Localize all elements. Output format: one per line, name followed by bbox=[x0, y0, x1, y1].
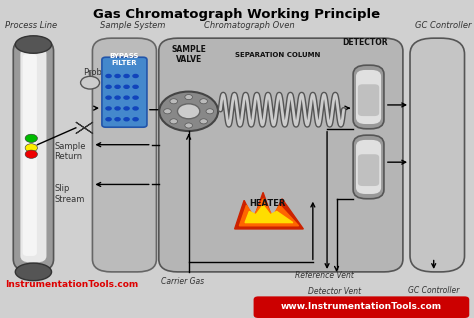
FancyBboxPatch shape bbox=[159, 38, 403, 272]
Circle shape bbox=[200, 99, 208, 104]
Circle shape bbox=[105, 74, 112, 78]
Text: Sample System: Sample System bbox=[100, 21, 165, 30]
Circle shape bbox=[123, 117, 130, 121]
Text: DETECTOR: DETECTOR bbox=[342, 38, 388, 47]
Circle shape bbox=[200, 119, 208, 124]
Circle shape bbox=[206, 109, 214, 114]
FancyBboxPatch shape bbox=[13, 38, 54, 272]
FancyBboxPatch shape bbox=[102, 57, 147, 127]
Circle shape bbox=[177, 104, 200, 119]
FancyBboxPatch shape bbox=[356, 70, 381, 124]
Text: Gas Chromatograph Working Principle: Gas Chromatograph Working Principle bbox=[93, 8, 381, 21]
Circle shape bbox=[25, 134, 37, 142]
FancyBboxPatch shape bbox=[353, 135, 384, 199]
Circle shape bbox=[105, 117, 112, 121]
Circle shape bbox=[105, 106, 112, 111]
Circle shape bbox=[132, 95, 139, 100]
Text: Probe: Probe bbox=[83, 68, 107, 77]
Circle shape bbox=[81, 76, 100, 89]
Text: www.InstrumentationTools.com: www.InstrumentationTools.com bbox=[281, 302, 442, 311]
FancyBboxPatch shape bbox=[358, 154, 379, 186]
Circle shape bbox=[185, 94, 192, 100]
Circle shape bbox=[114, 85, 121, 89]
Circle shape bbox=[159, 92, 218, 131]
Circle shape bbox=[123, 106, 130, 111]
Circle shape bbox=[132, 106, 139, 111]
Circle shape bbox=[123, 74, 130, 78]
Text: Sample
Return: Sample Return bbox=[55, 142, 86, 161]
Text: Process Line: Process Line bbox=[5, 21, 57, 30]
Circle shape bbox=[25, 150, 37, 158]
Polygon shape bbox=[239, 199, 299, 226]
Text: Carrier Gas: Carrier Gas bbox=[161, 277, 204, 286]
Circle shape bbox=[170, 119, 177, 124]
Text: Detector Vent: Detector Vent bbox=[308, 287, 361, 296]
Polygon shape bbox=[235, 192, 303, 229]
Text: GC Controller: GC Controller bbox=[415, 21, 471, 30]
FancyBboxPatch shape bbox=[358, 84, 379, 116]
Circle shape bbox=[114, 117, 121, 121]
FancyBboxPatch shape bbox=[20, 48, 46, 262]
Text: Chromatograph Oven: Chromatograph Oven bbox=[204, 21, 294, 30]
Circle shape bbox=[132, 117, 139, 121]
Circle shape bbox=[114, 74, 121, 78]
Circle shape bbox=[114, 95, 121, 100]
Circle shape bbox=[164, 109, 171, 114]
Text: HEATER: HEATER bbox=[250, 199, 286, 208]
FancyBboxPatch shape bbox=[353, 65, 384, 129]
Text: InstrumentationTools.com: InstrumentationTools.com bbox=[5, 280, 138, 289]
Circle shape bbox=[132, 74, 139, 78]
Circle shape bbox=[105, 95, 112, 100]
Text: SAMPLE
VALVE: SAMPLE VALVE bbox=[171, 45, 206, 64]
Ellipse shape bbox=[15, 263, 52, 280]
Text: SEPARATION COLUMN: SEPARATION COLUMN bbox=[235, 52, 320, 59]
Polygon shape bbox=[76, 122, 93, 134]
FancyBboxPatch shape bbox=[254, 296, 469, 318]
Circle shape bbox=[185, 123, 192, 128]
FancyBboxPatch shape bbox=[410, 38, 465, 272]
Text: Reference Vent: Reference Vent bbox=[295, 271, 354, 280]
Text: GC Controller: GC Controller bbox=[408, 286, 459, 295]
Circle shape bbox=[132, 85, 139, 89]
Text: BYPASS
FILTER: BYPASS FILTER bbox=[109, 53, 139, 66]
Circle shape bbox=[105, 85, 112, 89]
Polygon shape bbox=[245, 205, 293, 223]
Circle shape bbox=[25, 144, 37, 152]
Polygon shape bbox=[76, 122, 93, 134]
FancyBboxPatch shape bbox=[23, 54, 37, 256]
Circle shape bbox=[123, 95, 130, 100]
FancyBboxPatch shape bbox=[356, 140, 381, 194]
Circle shape bbox=[123, 85, 130, 89]
Ellipse shape bbox=[15, 36, 52, 53]
Circle shape bbox=[114, 106, 121, 111]
FancyBboxPatch shape bbox=[92, 38, 156, 272]
Circle shape bbox=[170, 99, 177, 104]
Text: Slip
Stream: Slip Stream bbox=[55, 184, 85, 204]
